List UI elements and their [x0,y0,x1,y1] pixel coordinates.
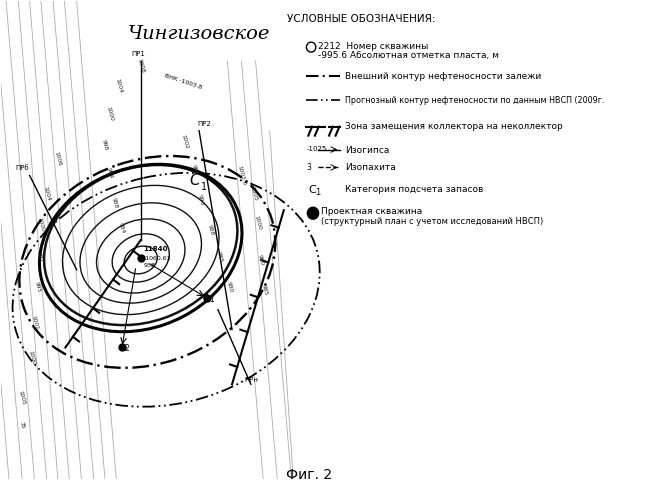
Text: 1000: 1000 [105,106,114,122]
Text: 1005: 1005 [18,390,26,405]
Text: ВНК -1003.8: ВНК -1003.8 [164,73,202,90]
Text: 995: 995 [33,280,41,293]
Text: ПРб: ПРб [15,166,29,172]
Text: 1000: 1000 [253,216,262,231]
Text: 988: 988 [111,197,118,209]
Text: -1025: -1025 [307,146,326,152]
Text: Прогнозный контур нефтеносности по данным НВСП (2009г.: Прогнозный контур нефтеносности по данны… [345,96,604,105]
Text: (структурный план с учетом исследований НВСП): (структурный план с учетом исследований … [322,217,543,226]
Text: Зона замещения коллектора на неколлектор: Зона замещения коллектора на неколлектор [345,122,562,130]
Text: 1005: 1005 [249,186,258,202]
Text: -995.6 Абсолютная отметка пласта, м: -995.6 Абсолютная отметка пласта, м [318,51,499,60]
Text: 1002: 1002 [181,134,189,150]
Text: 35: 35 [19,422,26,430]
Text: 988: 988 [207,224,215,236]
Text: С: С [189,174,199,188]
Text: 990: 990 [256,254,264,266]
Text: 1: 1 [315,188,320,198]
Text: Внешний контур нефтеносности залежи: Внешний контур нефтеносности залежи [345,72,542,81]
Text: 1: 1 [209,294,215,304]
Text: 1006: 1006 [54,151,62,166]
Text: 998: 998 [101,140,109,151]
Text: 11840: 11840 [143,246,168,252]
Text: 1008: 1008 [137,58,145,74]
Text: 998: 998 [190,164,198,176]
Text: 1001: 1001 [30,315,39,330]
Text: 2212  Номер скважины: 2212 Номер скважины [318,42,428,51]
Text: 994: 994 [106,167,114,179]
Text: Проектная скважина: Проектная скважина [322,207,422,216]
Text: 997: 997 [35,251,43,263]
Text: Изопахита: Изопахита [345,164,396,172]
Text: 1003.6: 1003.6 [236,166,247,186]
Text: 3: 3 [307,164,311,172]
Text: 1000: 1000 [27,350,36,366]
Text: ПР1: ПР1 [131,51,145,57]
Text: Категория подсчета запасов: Категория подсчета запасов [345,186,483,194]
Text: -1060.63: -1060.63 [143,256,171,261]
Text: 1: 1 [201,182,207,192]
Text: С: С [308,186,316,196]
Text: Фиг. 2: Фиг. 2 [286,468,332,481]
Text: Чингизовское: Чингизовское [128,25,270,43]
Text: 1004: 1004 [43,186,51,202]
Text: Изогипса: Изогипса [345,146,389,154]
Text: ПР2: ПР2 [197,120,211,126]
Text: 1000: 1000 [37,218,45,233]
Circle shape [307,207,318,219]
Text: 938: 938 [143,263,156,268]
Text: ПРн: ПРн [244,378,258,384]
Text: 985: 985 [261,284,269,296]
Text: 993: 993 [197,194,205,206]
Text: 980: 980 [226,280,233,293]
Text: 985: 985 [216,251,224,263]
Text: 984: 984 [118,222,126,234]
Text: 1004: 1004 [114,78,124,94]
Text: УСЛОВНЫЕ ОБОЗНАЧЕНИЯ:: УСЛОВНЫЕ ОБОЗНАЧЕНИЯ: [286,14,436,24]
Text: 2: 2 [125,344,129,354]
